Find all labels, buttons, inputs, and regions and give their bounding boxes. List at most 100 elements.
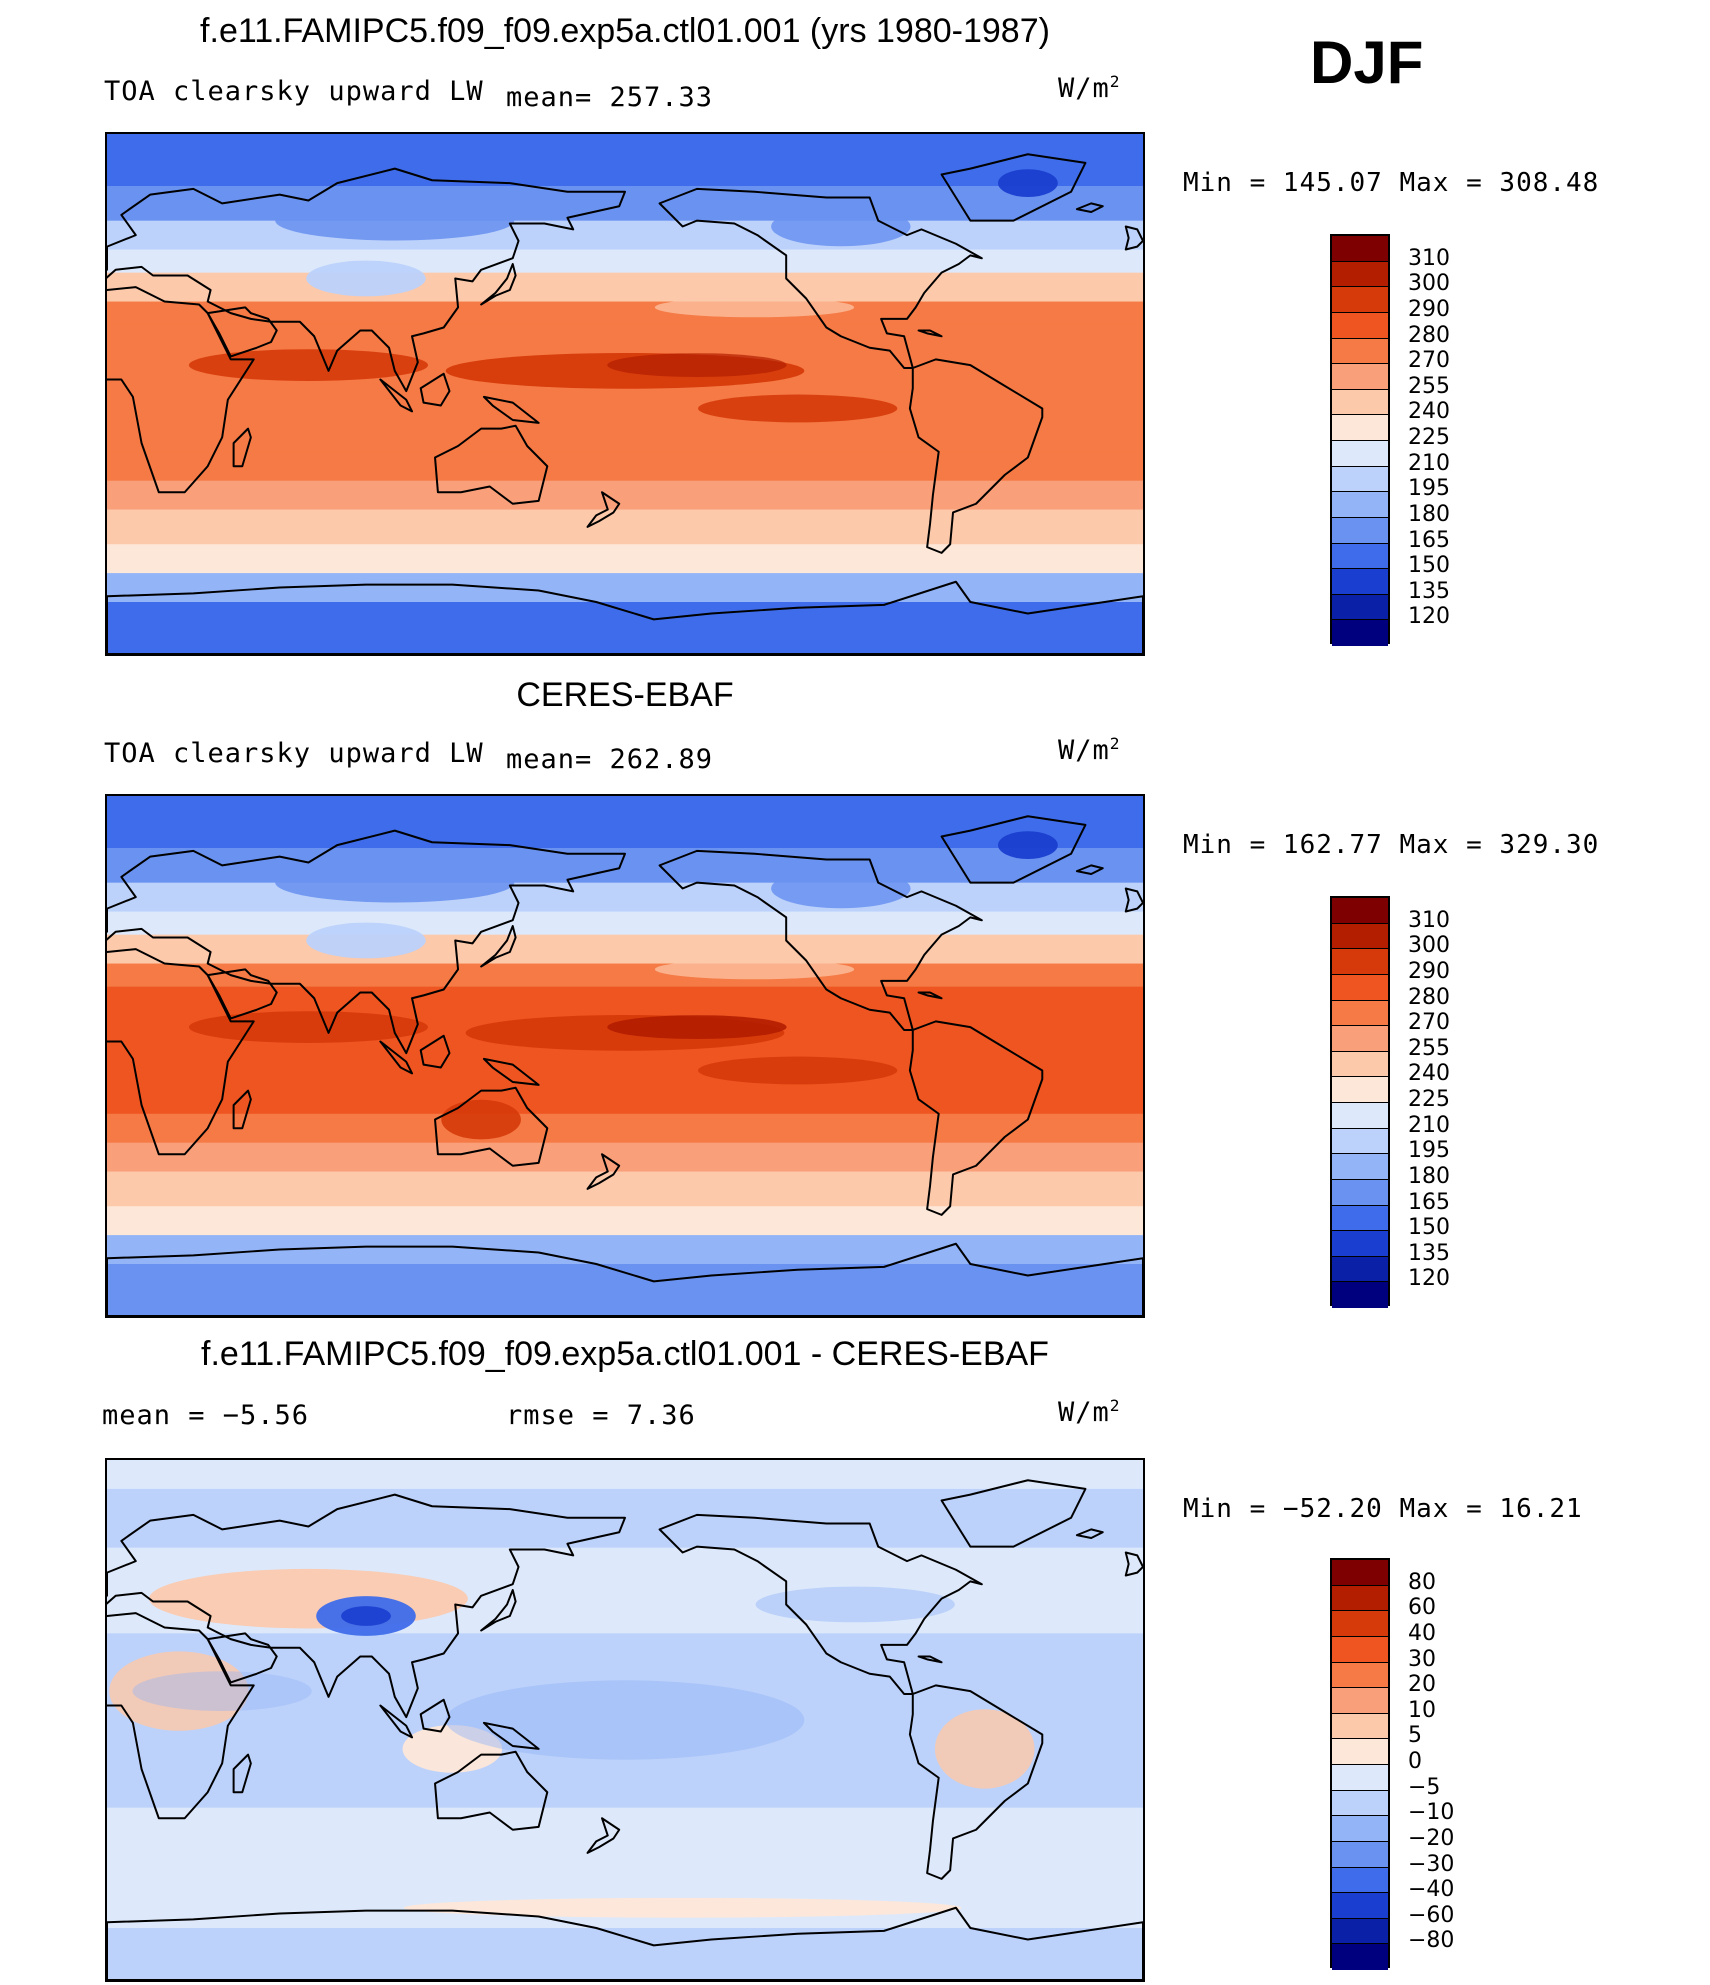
panel3-title: f.e11.FAMIPC5.f09_f09.exp5a.ctl01.001 - …: [201, 1335, 1049, 1373]
colorbar-tick-label: 180: [1408, 501, 1450, 527]
panel1-field-label: TOA clearsky upward LW: [104, 76, 484, 107]
colorbar-swatch: [1332, 1790, 1388, 1817]
colorbar-tick-label: 310: [1408, 245, 1450, 271]
colorbar-swatch: [1332, 441, 1388, 467]
panel1-title: f.e11.FAMIPC5.f09_f09.exp5a.ctl01.001 (y…: [200, 12, 1050, 50]
colorbar-swatch: [1332, 1077, 1388, 1103]
colorbar-tick-label: 225: [1408, 425, 1450, 450]
colorbar-tick-label: 5: [1408, 1723, 1422, 1749]
colorbar-tick-label: 80: [1408, 1569, 1436, 1595]
colorbar-tick-label: 150: [1408, 553, 1450, 579]
colorbar-tick-label: 280: [1408, 984, 1450, 1010]
colorbar-swatch: [1332, 517, 1388, 544]
colorbar-tick-label: −30: [1408, 1851, 1455, 1877]
colorbar-swatch: [1332, 1636, 1388, 1663]
colorbar-swatch: [1332, 1944, 1388, 1970]
panel3-rmse: rmse = 7.36: [506, 1400, 696, 1431]
colorbar-tick-label: 240: [1408, 399, 1450, 425]
colorbar-swatch: [1332, 1893, 1388, 1919]
panel2-title: CERES-EBAF: [516, 676, 734, 714]
colorbar-tick-label: 225: [1408, 1087, 1450, 1112]
colorbar-tick-label: 300: [1408, 933, 1450, 959]
colorbar-tick-label: 150: [1408, 1215, 1450, 1241]
panel3-map: [105, 1458, 1145, 1982]
colorbar-swatch: [1332, 1282, 1388, 1308]
colorbar-swatch: [1332, 1816, 1388, 1842]
panel1-map-svg: [107, 134, 1143, 654]
colorbar-tick-label: 165: [1408, 1189, 1450, 1215]
colorbar-tick-label: 210: [1408, 1112, 1450, 1138]
colorbar-swatch: [1332, 364, 1388, 390]
colorbar-swatch: [1332, 1739, 1388, 1765]
colorbar-swatch: [1332, 1713, 1388, 1740]
colorbar-tick-label: −5: [1408, 1774, 1441, 1800]
colorbar-swatch: [1332, 338, 1388, 365]
panel3-minmax: Min = −52.20 Max = 16.21: [1183, 1494, 1583, 1524]
colorbar-swatch: [1332, 312, 1388, 339]
colorbar-tick-label: −20: [1408, 1825, 1455, 1851]
colorbar-tick-label: 210: [1408, 450, 1450, 476]
panel2-map: [105, 794, 1145, 1318]
panel3-map-svg: [107, 1460, 1143, 1980]
colorbar-tick-label: 20: [1408, 1672, 1436, 1698]
colorbar-tick-label: 120: [1408, 604, 1450, 630]
colorbar-tick-label: −10: [1408, 1800, 1455, 1826]
colorbar-swatch: [1332, 1026, 1388, 1052]
panel1-units: W/m2: [1058, 72, 1121, 104]
panel2-field-label: TOA clearsky upward LW: [104, 738, 484, 769]
colorbar-tick-label: 135: [1408, 1240, 1450, 1266]
colorbar-swatch: [1332, 492, 1388, 518]
colorbar-swatch: [1332, 949, 1388, 975]
colorbar-tick-label: 255: [1408, 373, 1450, 399]
panel2-units: W/m2: [1058, 734, 1121, 766]
colorbar-tick-label: 300: [1408, 271, 1450, 297]
colorbar-swatch: [1332, 1841, 1388, 1868]
colorbar-tick-label: 255: [1408, 1035, 1450, 1061]
colorbar-swatch: [1332, 1560, 1388, 1586]
panel1-minmax: Min = 145.07 Max = 308.48: [1183, 168, 1600, 198]
colorbar-tick-label: 280: [1408, 322, 1450, 348]
colorbar-tick-label: 120: [1408, 1266, 1450, 1292]
colorbar-swatch: [1332, 1231, 1388, 1257]
colorbar-swatch: [1332, 1179, 1388, 1206]
panel3-colorbar: [1330, 1558, 1390, 1970]
colorbar-swatch: [1332, 415, 1388, 441]
panel2-mean: mean= 262.89: [506, 744, 714, 775]
colorbar-tick-label: 60: [1408, 1595, 1436, 1621]
colorbar-swatch: [1332, 1051, 1388, 1078]
colorbar-swatch: [1332, 923, 1388, 950]
colorbar-tick-label: 195: [1408, 476, 1450, 502]
colorbar-swatch: [1332, 898, 1388, 924]
colorbar-swatch: [1332, 1867, 1388, 1894]
colorbar-swatch: [1332, 594, 1388, 621]
colorbar-swatch: [1332, 261, 1388, 288]
colorbar-swatch: [1332, 1765, 1388, 1791]
colorbar-tick-label: 180: [1408, 1163, 1450, 1189]
colorbar-swatch: [1332, 466, 1388, 493]
colorbar-tick-label: −80: [1408, 1928, 1455, 1954]
colorbar-tick-label: 195: [1408, 1138, 1450, 1164]
colorbar-swatch: [1332, 1256, 1388, 1283]
panel2-colorbar: [1330, 896, 1390, 1308]
colorbar-swatch: [1332, 1205, 1388, 1232]
colorbar-swatch: [1332, 620, 1388, 646]
colorbar-tick-label: 240: [1408, 1061, 1450, 1087]
colorbar-tick-label: −60: [1408, 1902, 1455, 1928]
colorbar-swatch: [1332, 569, 1388, 595]
colorbar-swatch: [1332, 1688, 1388, 1714]
colorbar-swatch: [1332, 1918, 1388, 1945]
colorbar-swatch: [1332, 974, 1388, 1001]
panel1-map: [105, 132, 1145, 656]
colorbar-tick-label: 270: [1408, 348, 1450, 374]
panel3-units: W/m2: [1058, 1396, 1121, 1428]
colorbar-tick-label: 40: [1408, 1620, 1436, 1646]
colorbar-tick-label: 290: [1408, 296, 1450, 322]
colorbar-swatch: [1332, 1128, 1388, 1155]
season-label: DJF: [1310, 29, 1424, 96]
colorbar-tick-label: 310: [1408, 907, 1450, 933]
colorbar-swatch: [1332, 1662, 1388, 1689]
colorbar-swatch: [1332, 1611, 1388, 1637]
colorbar-swatch: [1332, 1103, 1388, 1129]
colorbar-tick-label: 135: [1408, 578, 1450, 604]
colorbar-tick-label: 270: [1408, 1010, 1450, 1036]
